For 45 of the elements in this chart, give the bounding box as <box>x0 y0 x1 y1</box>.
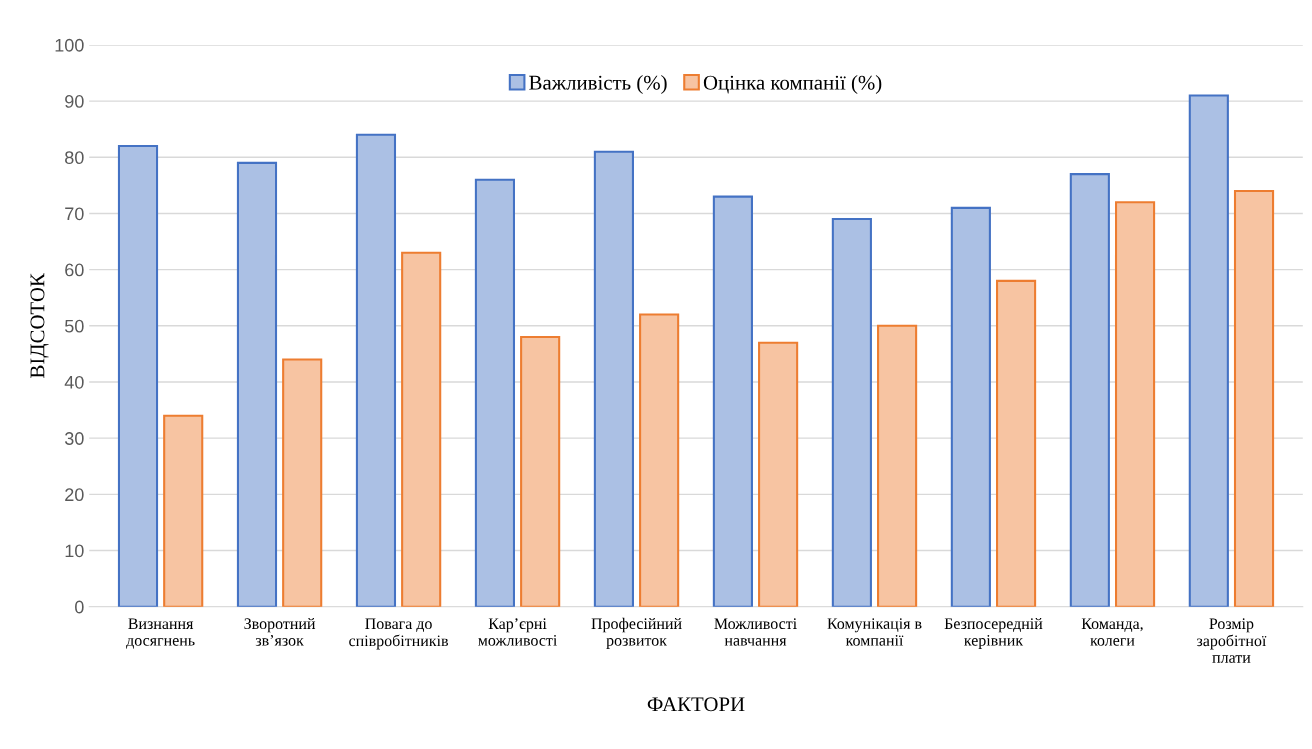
x-tick-label: Команда, колеги <box>1081 618 1143 646</box>
bar <box>877 324 918 607</box>
bar <box>712 195 753 607</box>
x-tick-label: Кар’єрні можливості <box>478 618 558 646</box>
x-tick-label: Комунікація в компанії <box>827 618 922 646</box>
bar <box>401 251 442 607</box>
y-tick-label: 40 <box>64 375 84 389</box>
x-tick-label: Повага до співробітників <box>349 618 448 650</box>
bar <box>355 133 397 607</box>
bar <box>639 313 680 607</box>
bar <box>236 161 278 607</box>
y-tick-label: 20 <box>65 488 84 502</box>
legend-label: Оцінка компанії (%) <box>703 75 882 94</box>
bar <box>117 145 159 607</box>
bar <box>1069 173 1110 607</box>
bar <box>758 341 799 607</box>
x-tick-label: Професійний розвиток <box>591 617 682 649</box>
bar <box>163 414 204 607</box>
y-tick-label: 80 <box>65 151 84 165</box>
bar <box>520 336 561 607</box>
bar <box>1233 189 1275 607</box>
bar <box>282 358 323 607</box>
y-tick-label: 50 <box>65 319 84 333</box>
legend-label: Важливість (%) <box>529 75 667 94</box>
bar <box>996 279 1037 607</box>
x-axis-title: ФАКТОРИ <box>647 697 745 712</box>
y-tick-label: 0 <box>75 600 84 614</box>
bar <box>474 178 516 607</box>
y-tick-label: 10 <box>65 544 84 558</box>
x-tick-label: Зворотний зв’язок <box>244 617 316 646</box>
y-tick-label: 90 <box>65 95 84 108</box>
bar <box>1114 201 1156 607</box>
x-tick-label: Визнання досягнень <box>126 618 195 649</box>
y-tick-label: 70 <box>65 207 84 221</box>
y-tick-label: 60 <box>65 263 84 277</box>
y-tick-label: 100 <box>55 38 84 52</box>
y-axis-title: ВІДСОТОК <box>30 273 49 378</box>
bar <box>950 206 991 607</box>
bar <box>593 150 634 607</box>
bar <box>831 218 872 607</box>
bar <box>1188 94 1229 607</box>
x-tick-label: Безпосередній керівник <box>944 617 1043 649</box>
x-tick-label: Розмір заробітної плати <box>1196 618 1267 663</box>
y-tick-label: 30 <box>64 432 84 445</box>
x-tick-label: Можливості навчання <box>714 618 797 646</box>
